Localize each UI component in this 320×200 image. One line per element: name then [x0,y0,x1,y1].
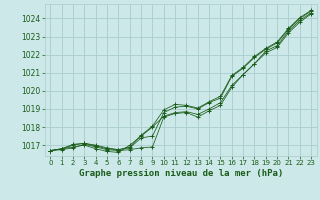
X-axis label: Graphe pression niveau de la mer (hPa): Graphe pression niveau de la mer (hPa) [79,169,283,178]
